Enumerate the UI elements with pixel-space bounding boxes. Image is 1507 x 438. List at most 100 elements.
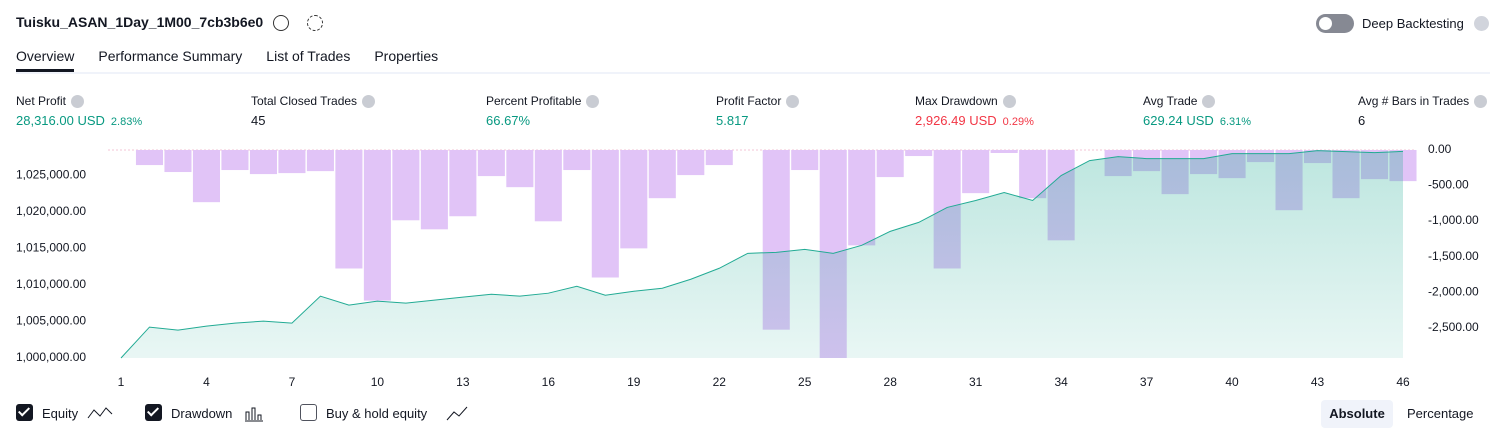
legend-icon bbox=[245, 407, 263, 422]
metric-label-text: Profit Factor bbox=[716, 94, 782, 108]
y-tick-label: 1,010,000.00 bbox=[16, 277, 86, 291]
drawdown-bar bbox=[990, 150, 1018, 153]
x-tick-label: 4 bbox=[203, 375, 210, 389]
y2-tick-label: 0.00 bbox=[1428, 142, 1452, 156]
drawdown-bar bbox=[192, 150, 220, 203]
drawdown-checkbox[interactable] bbox=[145, 404, 162, 421]
y-tick-label: 1,000,000.00 bbox=[16, 350, 86, 364]
metric-value: 629.24 USD bbox=[1143, 113, 1214, 128]
metric-label: Max Drawdown bbox=[915, 94, 1034, 108]
metric: Avg Trade 629.24 USD 6.31% bbox=[1143, 94, 1251, 128]
y2-tick-label: -1,000.00 bbox=[1428, 213, 1479, 227]
metric-percent: 6.31% bbox=[1219, 116, 1252, 128]
y-tick-label: 1,005,000.00 bbox=[16, 314, 86, 328]
drawdown-bar bbox=[591, 150, 619, 278]
equity-checkbox[interactable] bbox=[16, 404, 33, 421]
x-tick-label: 31 bbox=[969, 375, 983, 389]
metric-label-text: Net Profit bbox=[16, 94, 67, 108]
info-icon bbox=[786, 94, 800, 108]
x-tick-label: 46 bbox=[1396, 375, 1410, 389]
percentage-button[interactable]: Percentage bbox=[1407, 406, 1474, 421]
settings-icon[interactable] bbox=[273, 15, 289, 31]
buy-hold-legend: Buy & hold equity bbox=[326, 406, 428, 421]
y2-tick-label: -1,500.00 bbox=[1428, 249, 1479, 263]
x-tick-label: 10 bbox=[371, 375, 385, 389]
drawdown-bar bbox=[705, 150, 733, 166]
y-tick-label: 1,015,000.00 bbox=[16, 241, 86, 255]
deep-backtesting-label: Deep Backtesting bbox=[1362, 16, 1464, 31]
info-icon bbox=[1202, 94, 1216, 108]
x-tick-label: 28 bbox=[884, 375, 898, 389]
drawdown-bar bbox=[677, 150, 705, 176]
deep-backtesting-toggle[interactable] bbox=[1316, 14, 1354, 33]
metric-label: Avg # Bars in Trades bbox=[1358, 94, 1488, 108]
metric-label-text: Percent Profitable bbox=[486, 94, 582, 108]
drawdown-bar bbox=[335, 150, 363, 269]
metric: Max Drawdown 2,926.49 USD 0.29% bbox=[915, 94, 1034, 128]
x-tick-label: 40 bbox=[1225, 375, 1239, 389]
y-tick-label: 1,025,000.00 bbox=[16, 168, 86, 182]
x-tick-label: 43 bbox=[1311, 375, 1325, 389]
tab[interactable]: Overview bbox=[16, 48, 75, 72]
metric-value-row: 629.24 USD 6.31% bbox=[1143, 113, 1251, 128]
drawdown-bar bbox=[1019, 150, 1047, 199]
x-tick-label: 22 bbox=[713, 375, 727, 389]
info-icon bbox=[1474, 94, 1488, 108]
metric-percent: 2.83% bbox=[110, 116, 143, 128]
alert-icon[interactable] bbox=[307, 15, 323, 31]
drawdown-bar bbox=[306, 150, 334, 172]
metric-label: Profit Factor bbox=[716, 94, 800, 108]
drawdown-bar bbox=[534, 150, 562, 222]
metric-value-row: 2,926.49 USD 0.29% bbox=[915, 113, 1034, 128]
info-icon bbox=[71, 94, 85, 108]
x-tick-label: 7 bbox=[289, 375, 296, 389]
metric: Avg # Bars in Trades 6 bbox=[1358, 94, 1488, 128]
drawdown-bar bbox=[392, 150, 420, 221]
drawdown-bar bbox=[449, 150, 477, 217]
drawdown-bar bbox=[249, 150, 277, 175]
metric-value-row: 6 bbox=[1358, 113, 1487, 128]
y2-tick-label: -500.00 bbox=[1428, 178, 1469, 192]
metric-label: Total Closed Trades bbox=[251, 94, 376, 108]
info-icon bbox=[1002, 94, 1016, 108]
help-icon[interactable] bbox=[1474, 16, 1489, 31]
drawdown-bar bbox=[420, 150, 448, 230]
x-tick-label: 1 bbox=[118, 375, 125, 389]
y2-tick-label: -2,500.00 bbox=[1428, 320, 1479, 334]
metric-value: 6 bbox=[1358, 113, 1366, 128]
legend-icon bbox=[87, 407, 113, 419]
drawdown-bar bbox=[363, 150, 391, 301]
x-tick-label: 19 bbox=[627, 375, 641, 389]
metric-label: Net Profit bbox=[16, 94, 142, 108]
y-tick-label: 1,020,000.00 bbox=[16, 204, 86, 218]
metric: Total Closed Trades 45 bbox=[251, 94, 376, 128]
metric-value-row: 45 bbox=[251, 113, 375, 128]
tab[interactable]: Performance Summary bbox=[98, 48, 243, 64]
metric-value-row: 66.67% bbox=[486, 113, 599, 128]
metric-value-row: 28,316.00 USD 2.83% bbox=[16, 113, 142, 128]
drawdown-legend: Drawdown bbox=[171, 406, 233, 421]
metric-value: 5.817 bbox=[716, 113, 749, 128]
equity-legend: Equity bbox=[42, 406, 79, 421]
drawdown-bar bbox=[164, 150, 192, 173]
tab[interactable]: Properties bbox=[374, 48, 439, 64]
drawdown-bar bbox=[848, 150, 876, 246]
absolute-button[interactable]: Absolute bbox=[1321, 400, 1393, 428]
tab[interactable]: List of Trades bbox=[266, 48, 351, 64]
drawdown-bar bbox=[962, 150, 990, 194]
metric-value: 45 bbox=[251, 113, 266, 128]
x-tick-label: 13 bbox=[456, 375, 470, 389]
drawdown-bar bbox=[221, 150, 249, 171]
equity-area bbox=[121, 150, 1403, 358]
metric-label: Avg Trade bbox=[1143, 94, 1251, 108]
buy-hold-checkbox[interactable] bbox=[300, 404, 317, 421]
info-icon bbox=[362, 94, 376, 108]
metric-label-text: Total Closed Trades bbox=[251, 94, 358, 108]
drawdown-bar bbox=[278, 150, 306, 174]
info-icon bbox=[586, 94, 600, 108]
drawdown-bar bbox=[563, 150, 591, 171]
y2-tick-label: -2,000.00 bbox=[1428, 284, 1479, 298]
drawdown-bar bbox=[791, 150, 819, 171]
metric: Net Profit 28,316.00 USD 2.83% bbox=[16, 94, 142, 128]
